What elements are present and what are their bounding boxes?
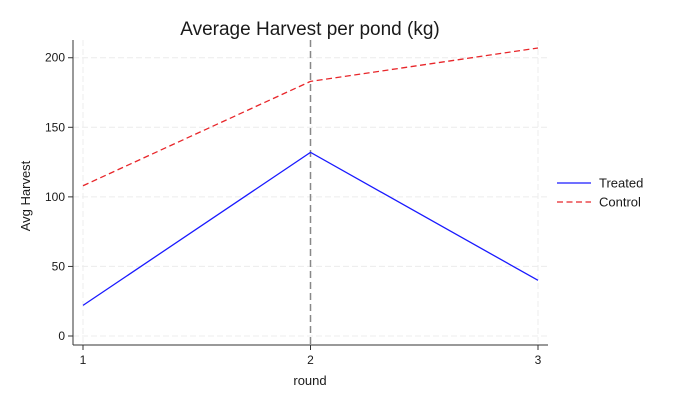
- y-axis-label: Avg Harvest: [18, 160, 33, 231]
- x-tick-label: 2: [307, 353, 314, 367]
- x-tick-label: 3: [535, 353, 542, 367]
- legend-label: Control: [599, 195, 641, 210]
- chart-title: Average Harvest per pond (kg): [180, 19, 439, 40]
- x-tick-label: 1: [80, 353, 87, 367]
- y-tick-label: 100: [45, 190, 65, 204]
- axes: 0 50 100 150 200 1 2 3: [45, 40, 548, 367]
- legend: Treated Control: [557, 176, 643, 210]
- y-tick-label: 200: [45, 51, 65, 65]
- series: [82, 47, 539, 306]
- y-tick-label: 0: [58, 329, 65, 343]
- y-tick-label: 50: [52, 259, 66, 273]
- x-axis-label: round: [293, 373, 326, 388]
- y-tick-label: 150: [45, 120, 65, 134]
- series-line-control: [82, 47, 539, 187]
- series-line-treated: [82, 151, 539, 306]
- legend-label: Treated: [599, 176, 643, 191]
